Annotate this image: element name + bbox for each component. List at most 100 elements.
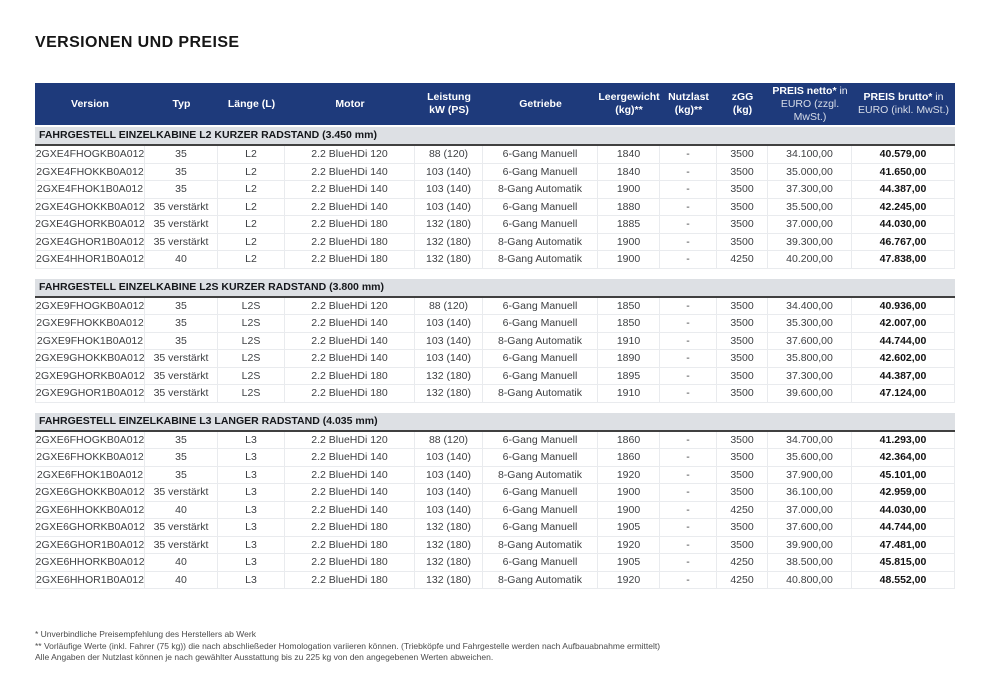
table-row: 2GXE9FHOK1B0A012 35 L2S 2.2 BlueHDi 140 103 …	[35, 332, 955, 350]
cell-laenge: L3	[218, 449, 285, 466]
cell-getriebe: 6-Gang Manuell	[483, 449, 598, 466]
price-table: Version Typ Länge (L) Motor Leistung kW (PS) G…	[35, 83, 955, 589]
cell-leergewicht: 1920	[598, 536, 660, 553]
cell-nutzlast: -	[660, 146, 717, 163]
cell-preis_brutto: 42.364,00	[852, 449, 955, 466]
cell-preis_netto: 39.600,00	[768, 385, 852, 402]
cell-getriebe: 6-Gang Manuell	[483, 297, 598, 314]
cell-nutzlast: -	[660, 216, 717, 233]
cell-version: 2GXE6FHOGKB0A012	[35, 431, 145, 448]
cell-leistung: 132 (180)	[415, 233, 483, 250]
cell-zgg: 3500	[717, 484, 768, 501]
table-row: 2GXE9GHOKKB0A012 35 verstärkt L2S 2.2 BlueH…	[35, 350, 955, 368]
table-row: 2GXE4FHOGKB0A012 35 L2 2.2 BlueHDi 120 88 (1…	[35, 146, 955, 164]
cell-leergewicht: 1890	[598, 350, 660, 367]
cell-leergewicht: 1910	[598, 385, 660, 402]
table-row: 2GXE6GHORKB0A012 35 verstärkt L3 2.2 BlueHD…	[35, 519, 955, 537]
cell-getriebe: 6-Gang Manuell	[483, 350, 598, 367]
cell-preis_netto: 37.900,00	[768, 466, 852, 483]
cell-typ: 35 verstärkt	[145, 367, 218, 384]
cell-getriebe: 8-Gang Automatik	[483, 233, 598, 250]
cell-leistung: 88 (120)	[415, 431, 483, 448]
cell-typ: 35	[145, 297, 218, 314]
cell-version: 2GXE9GHOR1B0A012	[35, 385, 145, 402]
cell-motor: 2.2 BlueHDi 140	[285, 181, 415, 198]
cell-zgg: 3500	[717, 350, 768, 367]
cell-laenge: L3	[218, 466, 285, 483]
cell-getriebe: 6-Gang Manuell	[483, 163, 598, 180]
table-row: 2GXE4FHOKKB0A012 35 L2 2.2 BlueHDi 140 103 (…	[35, 163, 955, 181]
cell-typ: 35 verstärkt	[145, 350, 218, 367]
cell-nutzlast: -	[660, 501, 717, 518]
cell-leergewicht: 1900	[598, 233, 660, 250]
cell-typ: 35 verstärkt	[145, 519, 218, 536]
cell-leistung: 103 (140)	[415, 501, 483, 518]
cell-typ: 40	[145, 501, 218, 518]
cell-getriebe: 6-Gang Manuell	[483, 554, 598, 571]
cell-nutzlast: -	[660, 367, 717, 384]
cell-typ: 35 verstärkt	[145, 484, 218, 501]
footnote-line: ** Vorläufige Werte (inkl. Fahrer (75 kg…	[35, 640, 661, 651]
cell-zgg: 3500	[717, 385, 768, 402]
cell-version: 2GXE6FHOK1B0A012	[35, 466, 145, 483]
cell-zgg: 3500	[717, 449, 768, 466]
cell-preis_brutto: 42.007,00	[852, 315, 955, 332]
cell-laenge: L2S	[218, 332, 285, 349]
cell-typ: 35	[145, 332, 218, 349]
cell-leistung: 132 (180)	[415, 554, 483, 571]
cell-preis_brutto: 44.744,00	[852, 332, 955, 349]
cell-version: 2GXE9FHOKKB0A012	[35, 315, 145, 332]
cell-laenge: L3	[218, 536, 285, 553]
cell-leistung: 103 (140)	[415, 315, 483, 332]
cell-leergewicht: 1900	[598, 181, 660, 198]
page-title: VERSIONEN UND PREISE	[35, 34, 240, 51]
cell-zgg: 3500	[717, 519, 768, 536]
cell-leistung: 88 (120)	[415, 146, 483, 163]
cell-typ: 40	[145, 571, 218, 588]
cell-leergewicht: 1900	[598, 251, 660, 268]
cell-preis_netto: 35.000,00	[768, 163, 852, 180]
cell-zgg: 3500	[717, 431, 768, 448]
cell-laenge: L3	[218, 501, 285, 518]
cell-leergewicht: 1840	[598, 146, 660, 163]
cell-leistung: 132 (180)	[415, 216, 483, 233]
cell-motor: 2.2 BlueHDi 120	[285, 146, 415, 163]
cell-typ: 35 verstärkt	[145, 198, 218, 215]
cell-laenge: L2S	[218, 385, 285, 402]
cell-preis_netto: 39.900,00	[768, 536, 852, 553]
cell-typ: 35	[145, 449, 218, 466]
cell-version: 2GXE4HHOR1B0A012	[35, 251, 145, 268]
cell-laenge: L2	[218, 181, 285, 198]
table-row: 2GXE9FHOGKB0A012 35 L2S 2.2 BlueHDi 120 88 (…	[35, 297, 955, 315]
table-body: FAHRGESTELL EINZELKABINE L2 KURZER RADST…	[35, 127, 955, 589]
footnotes: * Unverbindliche Preisempfehlung des Her…	[35, 629, 955, 664]
cell-preis_netto: 35.300,00	[768, 315, 852, 332]
table-row: 2GXE4HHOR1B0A012 40 L2 2.2 BlueHDi 180 132 (…	[35, 251, 955, 269]
cell-leergewicht: 1895	[598, 367, 660, 384]
cell-zgg: 3500	[717, 163, 768, 180]
cell-nutzlast: -	[660, 350, 717, 367]
cell-version: 2GXE4GHOR1B0A012	[35, 233, 145, 250]
cell-laenge: L3	[218, 519, 285, 536]
cell-leergewicht: 1900	[598, 501, 660, 518]
cell-typ: 35	[145, 146, 218, 163]
cell-preis_netto: 37.000,00	[768, 501, 852, 518]
cell-getriebe: 6-Gang Manuell	[483, 146, 598, 163]
cell-laenge: L2	[218, 216, 285, 233]
cell-preis_netto: 38.500,00	[768, 554, 852, 571]
cell-zgg: 4250	[717, 554, 768, 571]
cell-getriebe: 6-Gang Manuell	[483, 367, 598, 384]
cell-laenge: L2	[218, 198, 285, 215]
cell-nutzlast: -	[660, 163, 717, 180]
cell-leergewicht: 1880	[598, 198, 660, 215]
cell-laenge: L2	[218, 146, 285, 163]
table-row: 2GXE4FHOK1B0A012 35 L2 2.2 BlueHDi 140 103 (…	[35, 181, 955, 199]
cell-preis_brutto: 47.838,00	[852, 251, 955, 268]
cell-motor: 2.2 BlueHDi 140	[285, 332, 415, 349]
table-row: 2GXE6HHOR1B0A012 40 L3 2.2 BlueHDi 180 132 (…	[35, 571, 955, 589]
cell-leistung: 132 (180)	[415, 571, 483, 588]
cell-zgg: 3500	[717, 216, 768, 233]
section-heading: FAHRGESTELL EINZELKABINE L2S KURZER RADS…	[35, 278, 955, 298]
cell-preis_brutto: 44.030,00	[852, 216, 955, 233]
cell-motor: 2.2 BlueHDi 140	[285, 449, 415, 466]
